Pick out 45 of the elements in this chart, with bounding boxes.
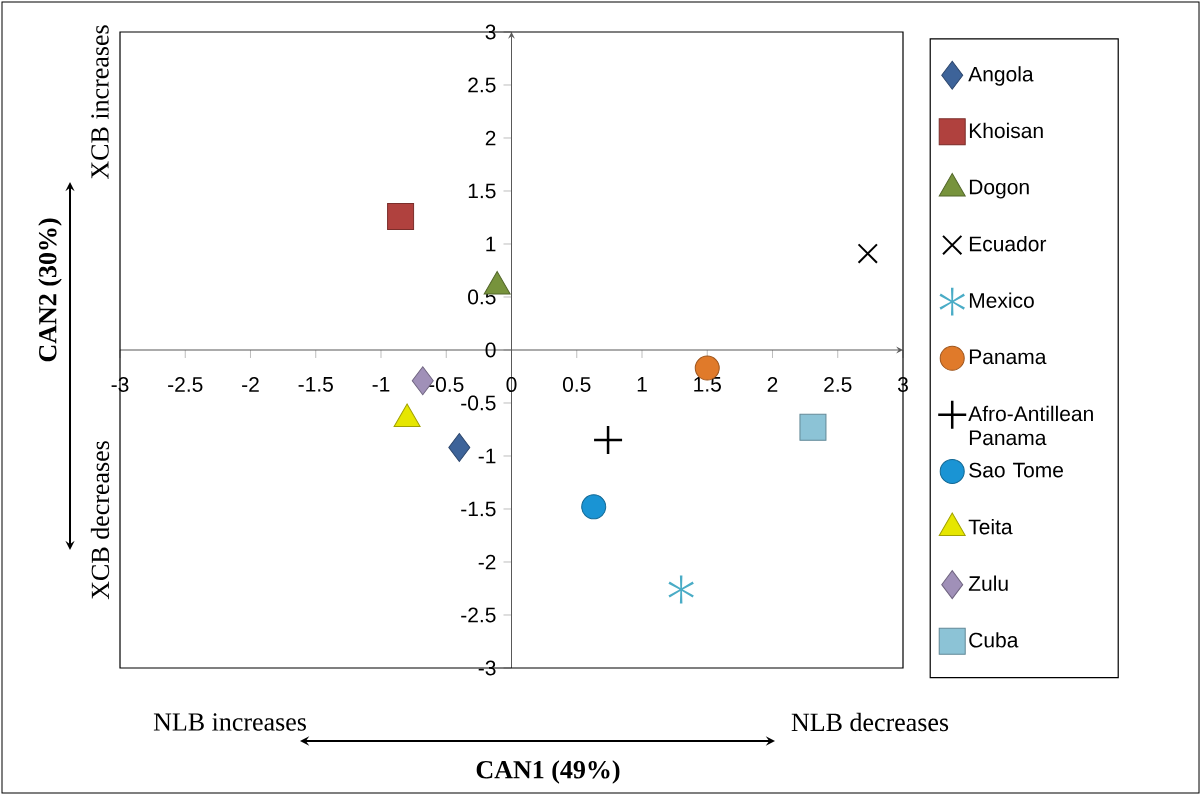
point (857, 243, 878, 264)
x-tick-label: 2 (767, 377, 778, 392)
y-axis-title: CAN2 (30%) (38, 218, 62, 362)
y-tick-label: -1 (478, 448, 496, 464)
x-tick-label: -1 (372, 377, 390, 392)
text: XCB increases (91, 25, 109, 180)
y-tick-label: -1.5 (461, 501, 496, 517)
x-tick-label: 0.5 (562, 377, 591, 392)
y-tick-label: -0.5 (461, 395, 496, 411)
legend-label: Afro-Antillean Panama (968, 405, 1093, 446)
x-tick-label: 1.5 (694, 377, 721, 392)
y-tick-label: -2.5 (461, 607, 496, 623)
legend-label: Sao Tome (969, 462, 1063, 478)
y-tick-label: 3 (485, 24, 496, 40)
point (581, 494, 607, 520)
point (799, 413, 827, 441)
legend-label: Cuba (969, 632, 1019, 648)
x-axis-title: CAN1 (49%) (476, 760, 620, 784)
legend-label: Teita (968, 518, 1013, 535)
x-tick-label: -2.5 (168, 377, 203, 392)
x-tick-label: 2.5 (824, 377, 852, 392)
point (668, 575, 694, 604)
legend-label: Panama (969, 349, 1047, 365)
legend-label: Khoisan (969, 122, 1043, 139)
text: NLB increases (153, 713, 306, 731)
text: XCB decreases (90, 441, 110, 600)
legend-label: Angola (968, 66, 1034, 86)
y-tick-label: 1 (486, 236, 496, 252)
y-tick-label: -2 (478, 554, 496, 570)
y-tick-label: 2 (485, 130, 496, 146)
legend-label: Ecuador (969, 235, 1047, 252)
x-tick-label: 1 (637, 377, 647, 392)
y-tick-label: 1.5 (468, 183, 496, 199)
legend-label: Mexico (969, 292, 1034, 308)
legend-label: Zulu (968, 575, 1008, 591)
x-tick-label: -0.5 (429, 377, 464, 392)
text: NLB decreases (791, 712, 949, 732)
point (387, 202, 415, 230)
y-tick-label: 2.5 (468, 77, 496, 93)
legend-label: Dogon (969, 179, 1029, 199)
y-tick-label: -3 (478, 660, 496, 676)
point (448, 433, 471, 463)
y-tick-label: 0 (485, 342, 496, 358)
x-tick-label: -1.5 (298, 377, 333, 392)
x-tick-label: -2 (242, 377, 259, 392)
